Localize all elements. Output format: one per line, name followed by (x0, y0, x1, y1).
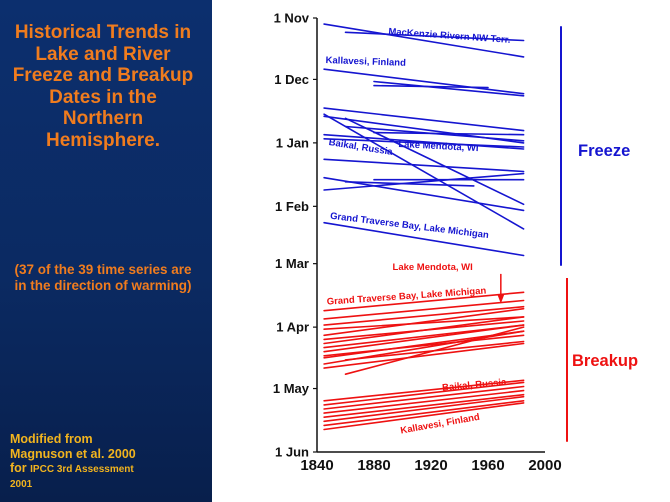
freeze-trend-line (344, 181, 475, 187)
series-annotation: Kallavesi, Finland (400, 412, 481, 437)
breakup-trend-line (323, 393, 525, 419)
y-tick-label: 1 May (273, 381, 310, 396)
x-axis-ticks: 1840 1880 1920 1960 2000 (300, 457, 561, 474)
x-tick-label: 1960 (471, 457, 504, 474)
annotation-arrow-head (497, 294, 505, 304)
breakup-series-group (323, 291, 525, 431)
group-brackets: Freeze Breakup (560, 26, 638, 442)
x-tick-label: 1840 (300, 457, 333, 474)
freeze-trend-line (344, 31, 525, 42)
sidebar-title: Historical Trends in Lake and River Free… (12, 22, 194, 151)
y-tick-label: 1 Feb (275, 199, 309, 214)
credit-line-3: for IPCC 3rd Assessment (10, 461, 205, 478)
series-annotation: Baikal, Russia (442, 377, 508, 394)
breakup-trend-line (323, 399, 525, 427)
freeze-trend-line (323, 133, 525, 150)
breakup-trend-line (323, 334, 525, 357)
freeze-trend-line (373, 131, 525, 136)
breakup-trend-line (323, 307, 525, 337)
freeze-trend-line (323, 158, 525, 173)
x-tick-label: 2000 (528, 457, 561, 474)
freeze-series-group (323, 23, 525, 257)
freeze-label: Freeze (578, 142, 630, 160)
breakup-trend-line (323, 379, 525, 402)
series-annotation: Kallavesi, Finland (325, 55, 406, 69)
sidebar-credit: Modified from Magnuson et al. 2000 for I… (10, 432, 205, 492)
breakup-trend-line (323, 291, 525, 312)
credit-line-2: Magnuson et al. 2000 (10, 446, 136, 461)
breakup-trend-line (323, 342, 525, 369)
breakup-trend-line (323, 316, 525, 345)
breakup-trend-line (323, 385, 525, 410)
breakup-trend-line (323, 316, 525, 331)
plot-frame (316, 18, 545, 453)
breakup-trend-line (323, 402, 525, 431)
freeze-trend-line (323, 221, 525, 257)
credit-line-1: Modified from (10, 432, 93, 446)
y-axis-ticks: 1 Nov 1 Dec 1 Jan 1 Feb 1 Mar 1 Apr 1 May 1 Jun (273, 11, 317, 460)
breakup-trend-line (323, 395, 525, 423)
freeze-trend-line (323, 113, 525, 230)
y-tick-label: 1 Jan (276, 135, 309, 150)
freeze-trend-line (323, 138, 525, 148)
freeze-trend-line (373, 80, 525, 97)
breakup-trend-line (323, 381, 525, 406)
freeze-trend-line (373, 84, 489, 89)
y-tick-label: 1 Nov (274, 11, 310, 26)
credit-year: 2001 (10, 478, 33, 490)
x-tick-label: 1920 (414, 457, 447, 474)
breakup-trend-line (323, 389, 525, 414)
y-tick-label: 1 Apr (276, 320, 309, 335)
breakup-trend-line (323, 299, 525, 320)
freeze-trend-line (323, 68, 525, 95)
chart-extras (497, 273, 505, 304)
freeze-trend-line (344, 117, 525, 206)
sidebar-note: (37 of the 39 time series are in the dir… (14, 262, 192, 293)
trend-chart: 1 Nov 1 Dec 1 Jan 1 Feb 1 Mar 1 Apr 1 May 1 Jun… (273, 11, 638, 475)
freeze-trend-line (323, 107, 525, 132)
series-annotation: Lake Mendota, WI (398, 139, 479, 154)
breakup-trend-line (344, 326, 525, 376)
series-annotation: Lake Mendota, WI (393, 262, 473, 273)
series-annotation: MacKenzie Rivern NW Terr. (388, 26, 511, 46)
y-tick-label: 1 Jun (275, 445, 309, 460)
credit-for: for (10, 461, 27, 475)
series-annotation: Grand Traverse Bay, Lake Michigan (326, 285, 486, 307)
x-tick-label: 1880 (357, 457, 390, 474)
y-tick-label: 1 Mar (275, 256, 309, 271)
y-tick-label: 1 Dec (274, 72, 309, 87)
breakup-label: Breakup (572, 352, 638, 370)
freeze-trend-line (323, 172, 525, 191)
freeze-trend-line (323, 176, 525, 212)
breakup-trend-line (323, 324, 525, 353)
credit-ipcc: IPCC 3rd Assessment (30, 464, 134, 475)
breakup-trend-line (323, 305, 525, 326)
freeze-trend-line (323, 23, 525, 58)
sidebar: Historical Trends in Lake and River Free… (0, 0, 212, 502)
